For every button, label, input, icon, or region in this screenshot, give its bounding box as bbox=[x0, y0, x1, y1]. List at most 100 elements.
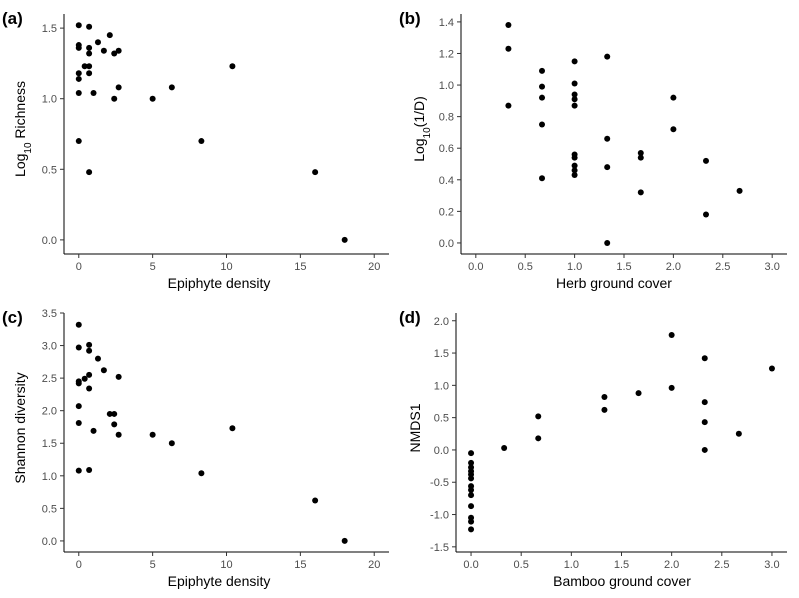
data-point bbox=[149, 95, 156, 102]
y-tick-label: 1.0 bbox=[42, 94, 57, 106]
data-point bbox=[701, 446, 708, 453]
data-point bbox=[75, 403, 82, 410]
panel-b: (b) 0.0 0.5 1.0 1.5 2.0 2.5 3.0 0.0 0.2 0.4 0.6 0.8… bbox=[399, 9, 787, 291]
y-tick-label: 1.5 bbox=[42, 23, 57, 35]
y-tick-label: 0.5 bbox=[434, 413, 449, 425]
data-point bbox=[75, 138, 82, 145]
data-point bbox=[341, 537, 348, 544]
data-point bbox=[168, 440, 175, 447]
y-tick-label: 1.4 bbox=[439, 17, 454, 29]
data-point bbox=[75, 90, 82, 97]
panel-c: (c) 0 5 10 15 20 0.0 0.5 1.0 1.5 2.0 2.5 3.0 3.5 Epi… bbox=[2, 308, 389, 589]
y-tick-label: 1.5 bbox=[42, 438, 57, 450]
panel-a-x-axis-title: Epiphyte density bbox=[168, 275, 271, 291]
panel-d-label: (d) bbox=[399, 308, 421, 327]
data-point bbox=[111, 50, 118, 57]
data-point bbox=[539, 94, 546, 101]
y-tick-label: 0.5 bbox=[42, 503, 57, 515]
data-point bbox=[86, 347, 93, 354]
data-point bbox=[75, 70, 82, 77]
data-point bbox=[75, 420, 82, 427]
data-point bbox=[701, 399, 708, 406]
data-point bbox=[86, 50, 93, 57]
data-point bbox=[539, 121, 546, 128]
y-tick-label: 1.2 bbox=[439, 48, 454, 60]
data-point bbox=[229, 63, 236, 70]
data-point bbox=[701, 419, 708, 426]
data-point bbox=[168, 84, 175, 91]
data-point bbox=[106, 410, 113, 417]
x-tick-label: 10 bbox=[220, 559, 232, 571]
data-point bbox=[768, 365, 775, 372]
y-tick-label: 0.6 bbox=[439, 143, 454, 155]
x-tick-label: 3.0 bbox=[764, 559, 779, 571]
y-tick-label: 3.0 bbox=[42, 341, 57, 353]
panel-d: (d) 0.0 0.5 1.0 1.5 2.0 2.5 3.0-1.5-1.0-0.50.0… bbox=[399, 308, 787, 589]
data-point bbox=[86, 70, 93, 77]
y-tick-label: 0.0 bbox=[42, 235, 57, 247]
data-point bbox=[539, 175, 546, 182]
data-point bbox=[702, 211, 709, 218]
data-point bbox=[94, 355, 101, 362]
data-point bbox=[604, 53, 611, 60]
data-point bbox=[90, 427, 97, 434]
x-tick-label: 1.5 bbox=[614, 559, 629, 571]
data-point bbox=[501, 445, 508, 452]
data-point bbox=[539, 83, 546, 90]
data-point bbox=[100, 367, 107, 374]
data-point bbox=[198, 470, 205, 477]
data-point bbox=[75, 75, 82, 82]
data-point bbox=[468, 450, 475, 457]
data-point bbox=[468, 526, 475, 533]
data-point bbox=[535, 413, 542, 420]
data-point bbox=[75, 321, 82, 328]
x-tick-label: 2.5 bbox=[714, 559, 729, 571]
x-tick-label: 5 bbox=[150, 261, 156, 273]
panel-c-label: (c) bbox=[2, 308, 23, 327]
x-tick-label: 20 bbox=[368, 261, 380, 273]
data-point bbox=[115, 47, 122, 54]
y-tick-label: 0.2 bbox=[439, 206, 454, 218]
y-tick-label: 2.5 bbox=[42, 373, 57, 385]
y-tick-label: 3.5 bbox=[42, 308, 57, 320]
panel-d-y-axis-title: NMDS1 bbox=[407, 403, 423, 452]
y-tick-label: 0.0 bbox=[439, 238, 454, 250]
x-tick-label: 2.0 bbox=[666, 261, 681, 273]
y-tick-label: 1.0 bbox=[434, 380, 449, 392]
data-point bbox=[637, 189, 644, 196]
panel-a-plot-area: 0 5 10 15 20 0.0 0.5 1.0 1.5 bbox=[42, 14, 389, 273]
y-tick-label: 1.0 bbox=[439, 80, 454, 92]
panel-b-x-axis-title: Herb ground cover bbox=[556, 275, 672, 291]
data-point bbox=[468, 503, 475, 510]
data-point bbox=[571, 80, 578, 87]
x-tick-label: 1.0 bbox=[567, 261, 582, 273]
data-point bbox=[86, 44, 93, 51]
data-point bbox=[468, 459, 475, 466]
panel-c-plot-area: 0 5 10 15 20 0.0 0.5 1.0 1.5 2.0 2.5 3.0 3.5 bbox=[42, 308, 389, 571]
panel-b-label: (b) bbox=[399, 9, 421, 28]
data-point bbox=[670, 126, 677, 133]
x-tick-label: 3.0 bbox=[765, 261, 780, 273]
data-point bbox=[81, 375, 88, 382]
data-point bbox=[86, 466, 93, 473]
data-point bbox=[86, 169, 93, 176]
x-tick-label: 15 bbox=[294, 559, 306, 571]
x-tick-label: 0 bbox=[76, 261, 82, 273]
x-tick-label: 2.5 bbox=[715, 261, 730, 273]
y-tick-label: 2.0 bbox=[42, 406, 57, 418]
y-tick-label: 1.0 bbox=[42, 471, 57, 483]
panel-b-plot-area: 0.0 0.5 1.0 1.5 2.0 2.5 3.0 0.0 0.2 0.4 0.6 0.8 1.0 1… bbox=[439, 14, 787, 273]
data-point bbox=[341, 236, 348, 243]
data-point bbox=[571, 91, 578, 98]
data-point bbox=[81, 63, 88, 70]
panel-c-y-axis-title: Shannon diversity bbox=[12, 372, 28, 483]
data-point bbox=[571, 172, 578, 179]
data-point bbox=[75, 344, 82, 351]
data-point bbox=[75, 44, 82, 51]
data-point bbox=[571, 162, 578, 169]
data-point bbox=[75, 467, 82, 474]
panel-c-x-axis-title: Epiphyte density bbox=[168, 573, 271, 589]
data-point bbox=[668, 331, 675, 338]
data-point bbox=[735, 430, 742, 437]
